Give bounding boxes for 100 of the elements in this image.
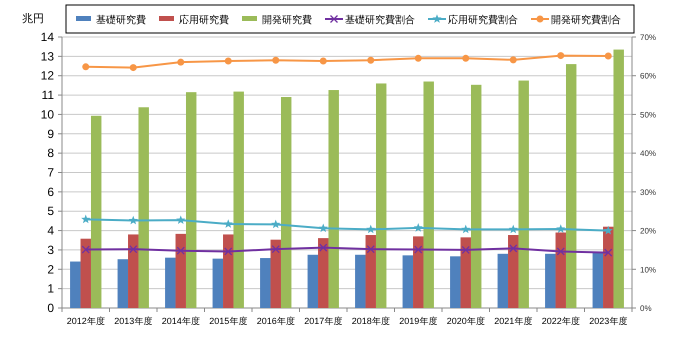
point: [177, 58, 184, 66]
legend-label: 開発研究費割合: [551, 14, 621, 26]
y-tick-label: 3: [47, 242, 54, 257]
y-tick-label: 4: [47, 224, 54, 238]
bar: [566, 64, 576, 308]
x-tick-label: 2020年度: [446, 316, 485, 326]
x-tick-label: 2012年度: [66, 316, 105, 326]
y2-tick-label: 0%: [640, 304, 652, 313]
point: [224, 58, 232, 65]
bar: [186, 92, 196, 308]
point: [462, 54, 470, 62]
bar: [613, 50, 624, 308]
bar: [223, 234, 234, 308]
bar: [80, 238, 91, 308]
bar: [176, 234, 186, 308]
y-tick-label: 14: [40, 30, 54, 44]
y-tick-label: 6: [47, 184, 54, 199]
y-tick-label: 1: [47, 282, 54, 296]
y-tick-label: 9: [47, 126, 54, 141]
bar: [165, 258, 176, 308]
point: [604, 52, 612, 60]
bar: [413, 236, 424, 308]
y-tick-label: 13: [40, 49, 54, 64]
point: [510, 56, 517, 64]
x-tick-label: 2016年度: [256, 316, 295, 326]
legend-label: 基礎研究費: [96, 14, 146, 26]
y-tick-label: 5: [47, 204, 54, 218]
bar: [366, 235, 376, 308]
y2-tick-label: 30%: [640, 188, 656, 197]
point: [82, 63, 90, 70]
x-tick-label: 2023年度: [589, 316, 628, 326]
point: [224, 219, 233, 228]
point: [129, 245, 138, 254]
bar: [70, 262, 81, 308]
bar: [118, 259, 128, 308]
point: [81, 214, 90, 224]
bar: [545, 254, 556, 308]
y2-tick-label: 50%: [640, 110, 656, 120]
legend-label: 開発研究費: [262, 14, 312, 26]
point: [130, 64, 137, 72]
point: [224, 247, 232, 256]
bar: [128, 234, 138, 308]
y-tick-label: 11: [42, 88, 54, 102]
bar: [402, 255, 414, 308]
bar: [376, 83, 386, 308]
bar: [90, 116, 102, 308]
point: [414, 223, 423, 232]
y-tick-label: 10: [40, 107, 54, 122]
y2-tick-label: 60%: [640, 72, 656, 81]
x-tick-label: 2018年度: [352, 316, 390, 326]
x-tick-label: 2021年度: [494, 316, 532, 326]
point: [414, 54, 422, 62]
x-tick-label: 2022年度: [542, 316, 580, 326]
point: [414, 245, 422, 254]
point: [176, 215, 186, 224]
bar: [470, 84, 482, 308]
point: [462, 246, 470, 254]
bar: [260, 258, 271, 308]
bar: [280, 97, 292, 308]
point: [556, 247, 565, 256]
bar: [328, 90, 339, 308]
bar: [508, 235, 518, 308]
y2-tick-label: 10%: [640, 265, 656, 274]
point: [128, 216, 138, 224]
bar: [460, 237, 471, 308]
point: [320, 58, 327, 65]
x-tick-label: 2019年度: [399, 316, 438, 326]
bar: [498, 254, 508, 308]
bar: [270, 240, 281, 308]
point: [508, 224, 518, 234]
point: [604, 248, 612, 257]
x-tick-label: 2014年度: [162, 316, 200, 326]
point: [272, 56, 280, 64]
y-tick-label: 2: [47, 262, 54, 276]
y-tick-label: 12: [40, 68, 54, 83]
point: [271, 220, 280, 228]
point: [272, 245, 280, 254]
bar: [212, 258, 224, 308]
y2-tick-label: 20%: [640, 226, 656, 236]
bar: [423, 82, 434, 308]
bar: [518, 80, 529, 308]
bar: [592, 252, 604, 308]
bar: [603, 226, 614, 308]
point: [366, 245, 375, 254]
bar: [556, 232, 566, 308]
bar: [318, 238, 328, 308]
legend-label: 応用研究費割合: [448, 14, 518, 26]
point: [318, 223, 328, 232]
point: [509, 244, 518, 253]
point: [604, 226, 613, 234]
point: [319, 243, 328, 252]
x-tick-label: 2015年度: [209, 316, 248, 326]
point: [366, 224, 376, 234]
x-tick-label: 2017年度: [304, 316, 342, 326]
point: [557, 52, 564, 60]
y2-tick-label: 40%: [640, 149, 656, 158]
y-tick-label: 7: [47, 166, 54, 180]
legend-label: 基礎研究費割合: [345, 14, 415, 26]
x-tick-label: 2013年度: [114, 316, 152, 326]
point: [176, 246, 185, 255]
